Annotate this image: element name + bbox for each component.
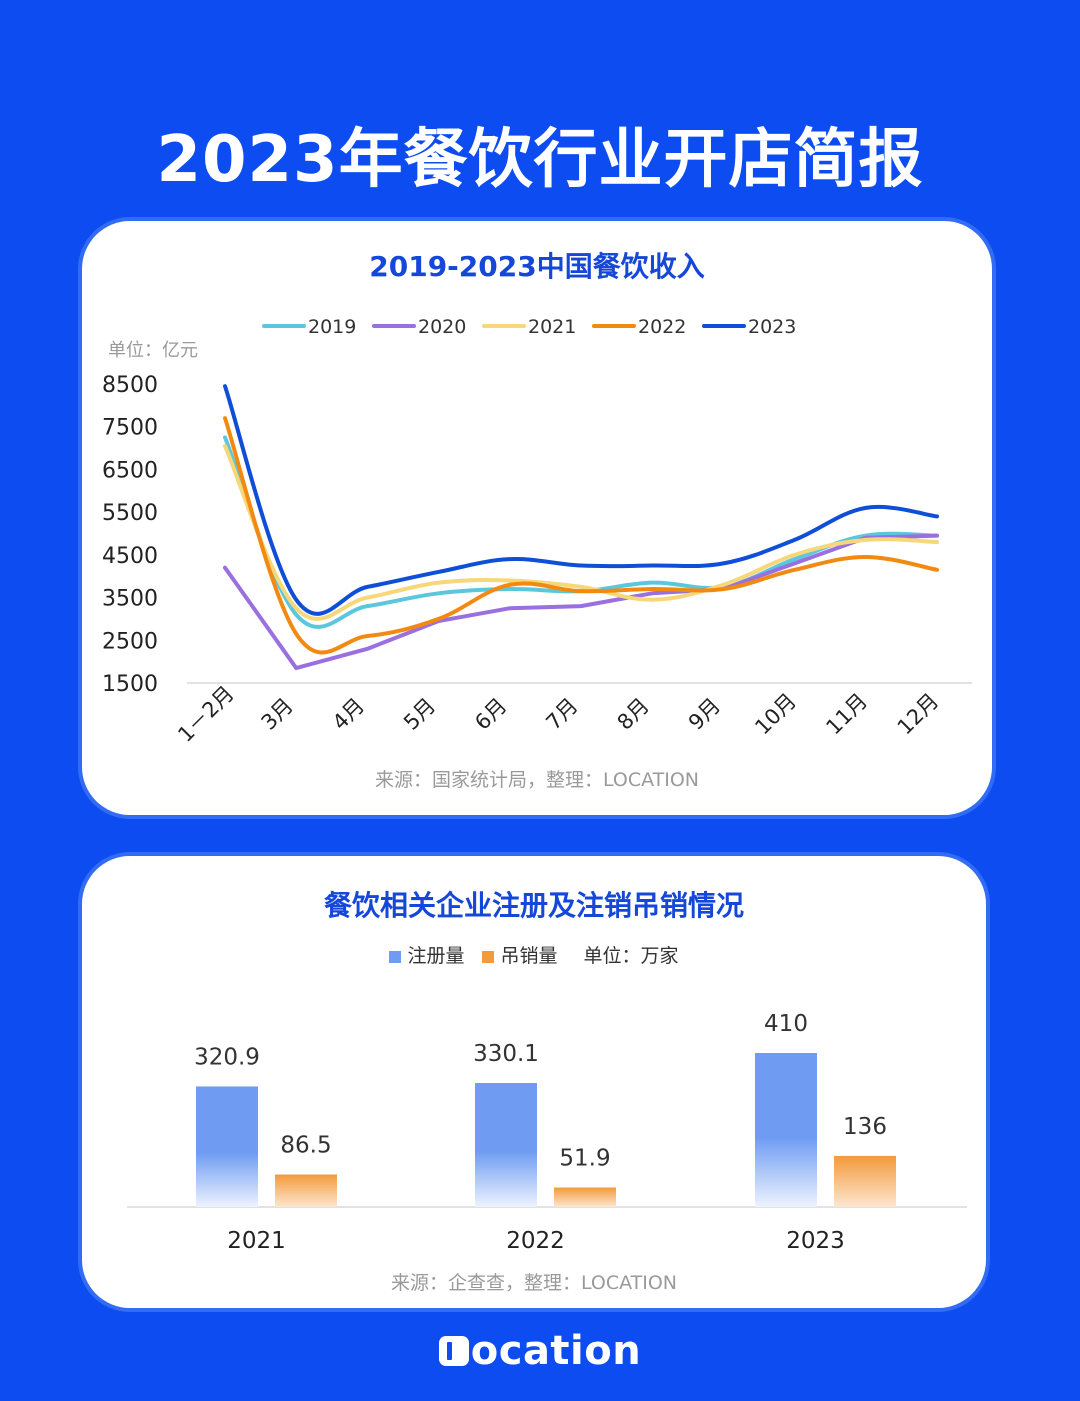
legend-revoked: 吊销量 [482,941,558,968]
x-category-label: 2021 [227,1228,286,1254]
x-tick-label: 6月 [470,693,511,734]
bar-registered-2022 [475,1083,537,1207]
x-category-label: 2022 [506,1228,565,1254]
legend-registered-swatch [389,950,402,963]
x-tick-label: 4月 [328,693,369,734]
legend-revoked-swatch [482,950,495,963]
y-tick-label: 8500 [102,373,158,398]
revenue-chart-title: 2019-2023中国餐饮收入 [369,250,705,283]
revenue-chart-card: 2019-2023中国餐饮收入 2019 2020 2021 2022 2023 单位：亿… [82,221,992,815]
logo-text: ocation [470,1328,642,1374]
bar-chart-unit: 单位：万家 [583,945,679,967]
y-tick-label: 6500 [102,458,158,483]
x-tick-label: 5月 [399,693,440,734]
series-line-2023 [223,384,939,616]
legend-registered-label: 注册量 [407,945,465,967]
legend-label-2021: 2021 [528,316,576,338]
bar-registered-2021 [196,1086,258,1207]
revenue-line-chart: 2019 2020 2021 2022 2023 单位：亿元 8500 7500 6500 550… [102,316,972,747]
x-tick-label: 7月 [541,693,582,734]
series-line-2020 [223,533,939,671]
x-tick-label: 10月 [750,689,801,740]
registration-bar-chart: 320.9 86.5 2021 330.1 51.9 2022 410 136 2023 [127,1011,967,1254]
series-line-2021 [223,443,939,621]
registration-chart-card: 餐饮相关企业注册及注销吊销情况 注册量 吊销量 单位：万家 320.9 86.5 2… [82,856,986,1308]
y-tick-label: 3500 [102,587,158,612]
bar-value-label: 86.5 [280,1133,331,1159]
registration-chart-source: 来源：企查查，整理：LOCATION [390,1272,678,1294]
x-tick-label: 11月 [821,689,872,740]
bar-value-label: 136 [843,1114,887,1140]
legend-label-2019: 2019 [308,316,356,338]
bar-revoked-2023 [834,1155,896,1207]
bar-registered-2023 [755,1053,817,1207]
legend-label-2020: 2020 [418,316,466,338]
registration-legend: 注册量 吊销量 单位：万家 [82,941,986,968]
x-tick-label: 9月 [684,693,725,734]
bar-revoked-2021 [275,1174,337,1207]
bar-value-label: 320.9 [194,1044,260,1070]
bar-value-label: 330.1 [473,1041,539,1067]
legend-revoked-label: 吊销量 [500,945,558,967]
legend-label-2023: 2023 [748,316,796,338]
logo-mark-icon [438,1336,469,1366]
series-line-2019 [223,435,939,629]
y-tick-label: 1500 [102,672,158,697]
x-tick-label: 8月 [613,693,654,734]
y-tick-label: 2500 [102,629,158,654]
bar-value-label: 410 [764,1011,808,1037]
registration-chart-title: 餐饮相关企业注册及注销吊销情况 [323,889,744,922]
legend-label-2022: 2022 [638,316,686,338]
y-axis-unit: 单位：亿元 [108,340,198,361]
y-tick-label: 7500 [102,416,158,441]
x-tick-label: 12月 [893,689,944,740]
x-tick-label: 3月 [257,693,298,734]
legend-registered: 注册量 [389,941,464,968]
x-category-label: 2023 [786,1228,845,1254]
y-tick-label: 4500 [102,544,158,569]
x-tick-label: 1－2月 [173,681,239,747]
bar-revoked-2022 [554,1187,616,1207]
main-title: 2023年餐饮行业开店简报 [156,123,924,197]
revenue-chart-source: 来源：国家统计局，整理：LOCATION [374,769,700,791]
y-tick-label: 5500 [102,501,158,526]
series-line-2022 [223,416,939,655]
bar-value-label: 51.9 [559,1146,610,1172]
brand-logo: ocation [0,1328,1080,1374]
